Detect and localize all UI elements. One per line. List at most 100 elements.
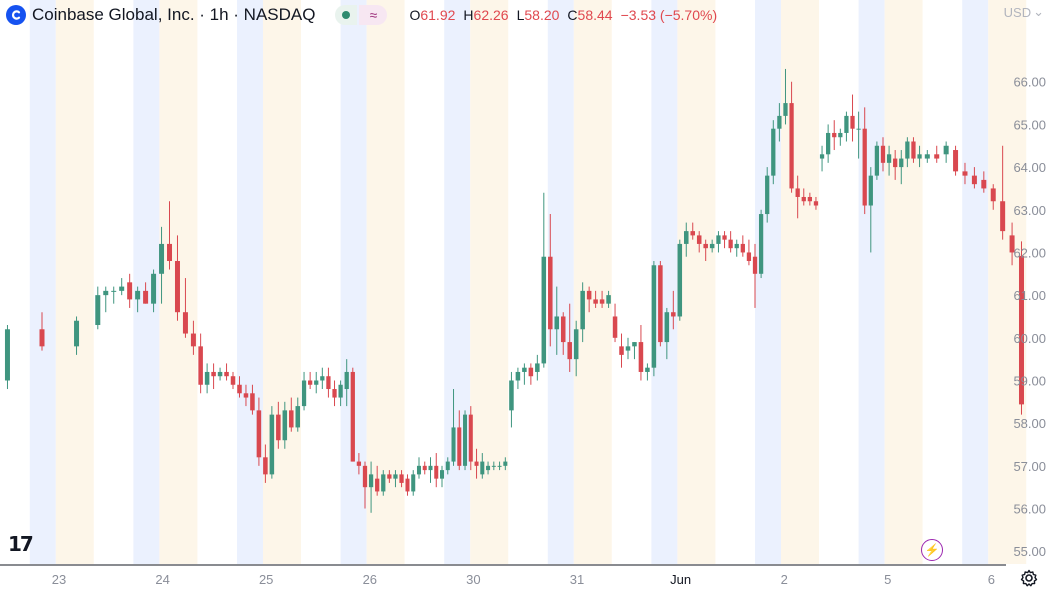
candle-body [917, 154, 922, 159]
y-tick-label: 60.00 [1013, 331, 1046, 346]
ohlc-low: L58.20 [516, 7, 560, 23]
candle-body [962, 171, 968, 176]
currency-selector[interactable]: USD ⌄ [1004, 4, 1044, 20]
candle-body [393, 474, 398, 479]
candle-body [474, 461, 479, 466]
candle-body [560, 316, 566, 343]
candle-body [301, 380, 307, 407]
candle-body [893, 158, 898, 168]
symbol-title[interactable]: Coinbase Global, Inc. · 1h · NASDAQ [32, 5, 316, 24]
premarket-band [962, 0, 989, 564]
indicator-toggle[interactable]: ≈ [335, 5, 388, 25]
candle-body [143, 290, 149, 304]
candle-body [457, 427, 462, 466]
y-tick-label: 57.00 [1013, 459, 1046, 474]
candle-body [522, 367, 527, 372]
candle-body [74, 320, 80, 347]
candle-body [651, 265, 657, 368]
candle-body [509, 380, 514, 411]
premarket-band [237, 0, 263, 564]
candle-body [503, 461, 508, 466]
candle-body [813, 201, 819, 206]
candle-body [826, 132, 831, 155]
candle-body [127, 282, 133, 300]
candle-body [217, 371, 223, 377]
candle-body [411, 474, 416, 492]
premarket-band [29, 0, 56, 564]
candle-body [709, 243, 715, 249]
candle-body [777, 115, 782, 129]
candle-body [850, 115, 855, 129]
y-tick-label: 61.00 [1013, 288, 1046, 303]
candle-body [819, 154, 825, 159]
candle-body [771, 128, 776, 176]
candle-body [899, 158, 904, 168]
currency-label: USD [1003, 4, 1032, 20]
candle-body [211, 371, 216, 377]
candle-body [795, 188, 800, 197]
candle-body [677, 243, 683, 317]
candle-body [338, 384, 343, 398]
candle-body [428, 465, 433, 471]
candle-body [752, 256, 758, 274]
postmarket-band [55, 0, 94, 564]
candle-body [368, 474, 374, 488]
candle-body [344, 371, 349, 390]
candle-body [308, 380, 313, 385]
candle-body [971, 175, 977, 185]
candle-body [295, 406, 301, 428]
candle-body [740, 243, 745, 253]
candle-body [289, 410, 294, 428]
session-bands [29, 0, 1027, 564]
candle-body [167, 243, 173, 261]
chart-header: Coinbase Global, Inc. · 1h · NASDAQ ≈ O6… [6, 4, 717, 26]
candle-body [224, 371, 229, 377]
status-dot-icon[interactable] [335, 5, 358, 25]
candle-body [990, 188, 996, 202]
candle-body [256, 410, 262, 458]
candle-body [789, 103, 794, 189]
chevron-down-icon: ⌄ [1033, 4, 1044, 19]
candle-body [276, 414, 281, 441]
candle-body [332, 389, 337, 398]
candle-body [1009, 235, 1015, 253]
candle-body [497, 465, 502, 467]
candle-body [463, 414, 468, 466]
candle-body [263, 457, 268, 475]
candle-body [765, 175, 770, 215]
candle-body [746, 252, 752, 261]
x-tick-label: Jun [670, 572, 691, 587]
candle-body [190, 333, 196, 347]
candle-body [554, 316, 560, 330]
candle-body [103, 290, 109, 296]
candle-body [135, 290, 141, 300]
x-tick-label: 2 [781, 572, 788, 587]
tradingview-logo[interactable]: 17 [8, 532, 34, 556]
candle-body [905, 141, 910, 159]
candle-body [703, 243, 708, 249]
candle-body [924, 154, 930, 159]
candle-body [399, 474, 404, 483]
candle-body [573, 329, 579, 360]
candles [4, 68, 1024, 513]
candle-body [269, 414, 275, 475]
candle-body [111, 290, 117, 292]
candle-body [599, 299, 605, 304]
wave-icon[interactable]: ≈ [359, 5, 388, 25]
y-tick-label: 56.00 [1013, 502, 1046, 517]
candle-body [237, 384, 242, 394]
candle-body [250, 393, 255, 411]
candle-body [664, 312, 670, 343]
postmarket-band [366, 0, 405, 564]
candle-body [151, 273, 157, 304]
gear-icon[interactable] [1019, 568, 1039, 588]
coinbase-logo-icon [6, 5, 26, 25]
candle-body [159, 243, 165, 274]
y-tick-label: 63.00 [1013, 203, 1046, 218]
ohlc-close: C58.44 [567, 7, 613, 23]
candle-body [632, 342, 637, 347]
y-tick-label: 59.00 [1013, 373, 1046, 388]
lightning-icon[interactable]: ⚡ [921, 539, 943, 561]
